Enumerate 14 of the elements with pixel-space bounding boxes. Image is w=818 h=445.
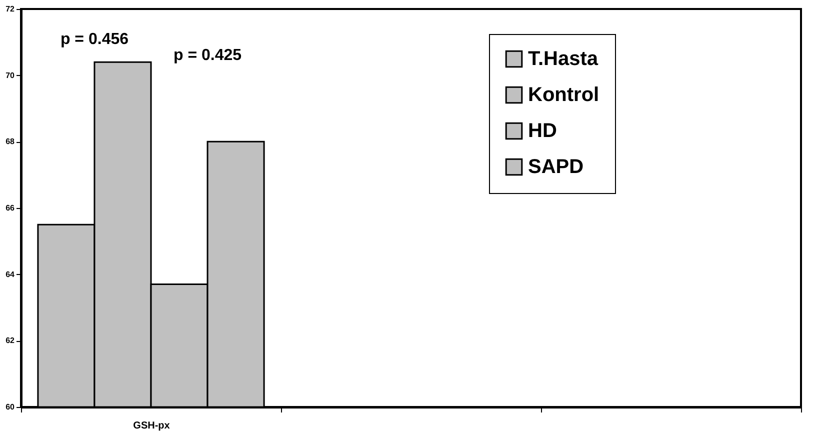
y-tick-label: 66 [6, 204, 16, 212]
y-tick-label: 62 [6, 336, 16, 346]
legend-label: SAPD [528, 156, 584, 178]
y-tick-label: 70 [6, 70, 16, 80]
y-tick-label: 72 [6, 4, 16, 14]
annotation: p = 0.425 [174, 47, 242, 64]
y-tick-label: 60 [6, 402, 16, 412]
annotation: p = 0.456 [60, 31, 129, 48]
legend-label: T.Hasta [528, 48, 599, 70]
legend-label: Kontrol [528, 84, 600, 106]
y-tick-label: 64 [6, 270, 16, 279]
x-tick-label: GSH-px [133, 420, 170, 432]
legend-label: HD [528, 120, 557, 142]
y-tick-label: 68 [6, 137, 16, 146]
